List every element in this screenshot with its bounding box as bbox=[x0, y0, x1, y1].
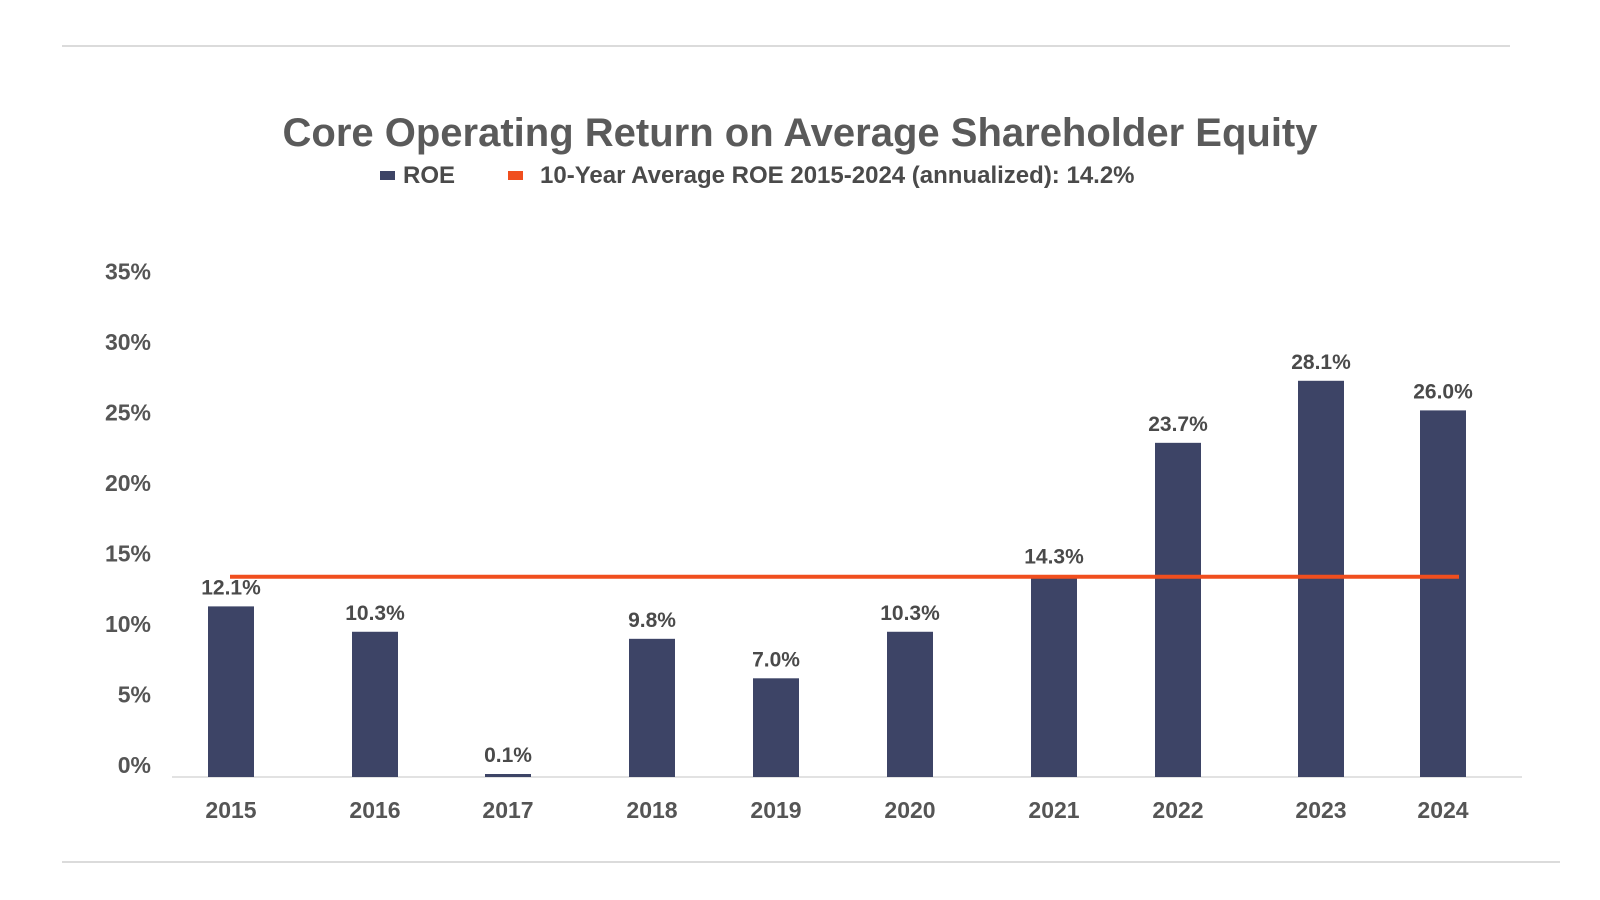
y-tick-label: 10% bbox=[105, 611, 151, 637]
x-tick-label-2017: 2017 bbox=[482, 797, 533, 823]
data-label-2018: 9.8% bbox=[628, 609, 676, 632]
data-label-2017: 0.1% bbox=[484, 744, 532, 767]
x-tick-label-2019: 2019 bbox=[750, 797, 801, 823]
bar-2020 bbox=[887, 631, 933, 777]
legend-swatch-average bbox=[508, 171, 523, 180]
legend-swatch-roe bbox=[380, 171, 395, 180]
legend-label-roe: ROE bbox=[403, 162, 455, 189]
bar-2023 bbox=[1298, 380, 1344, 777]
y-tick-label: 30% bbox=[105, 329, 151, 355]
y-tick-label: 5% bbox=[118, 682, 151, 708]
y-tick-label: 25% bbox=[105, 400, 151, 426]
x-tick-label-2015: 2015 bbox=[205, 797, 256, 823]
data-label-2022: 23.7% bbox=[1148, 413, 1208, 436]
bar-2015 bbox=[208, 606, 254, 777]
x-tick-label-2022: 2022 bbox=[1152, 797, 1203, 823]
y-tick-label: 20% bbox=[105, 470, 151, 496]
bar-data-labels: 12.1% 10.3% 0.1% 9.8% 7.0% 10.3% 14.3% 23.7% 28.… bbox=[201, 351, 1473, 767]
x-tick-label-2016: 2016 bbox=[349, 797, 400, 823]
legend: ROE 10-Year Average ROE 2015-2024 (annua… bbox=[380, 162, 1135, 189]
bar-2024 bbox=[1420, 410, 1466, 777]
data-label-2019: 7.0% bbox=[752, 648, 800, 671]
data-label-2021: 14.3% bbox=[1024, 545, 1084, 568]
bar-2022 bbox=[1155, 442, 1201, 777]
bar-2019 bbox=[753, 678, 799, 777]
bar-2018 bbox=[629, 638, 675, 777]
legend-label-average: 10-Year Average ROE 2015-2024 (annualize… bbox=[540, 162, 1135, 189]
bars bbox=[208, 380, 1466, 777]
data-label-2015: 12.1% bbox=[201, 576, 261, 599]
bar-2021 bbox=[1031, 575, 1077, 777]
data-label-2016: 10.3% bbox=[345, 602, 405, 625]
chart-title: Core Operating Return on Average Shareho… bbox=[283, 111, 1319, 155]
bar-2016 bbox=[352, 631, 398, 777]
x-tick-label-2023: 2023 bbox=[1295, 797, 1346, 823]
x-axis: 2015 2016 2017 2018 2019 2020 2021 2022 2023 2024 bbox=[205, 797, 1468, 823]
data-label-2023: 28.1% bbox=[1291, 351, 1351, 374]
y-tick-label: 15% bbox=[105, 541, 151, 567]
bar-2017 bbox=[485, 774, 531, 777]
y-tick-label: 35% bbox=[105, 259, 151, 285]
data-label-2024: 26.0% bbox=[1413, 380, 1473, 403]
x-tick-label-2024: 2024 bbox=[1417, 797, 1468, 823]
y-tick-label: 0% bbox=[118, 752, 151, 778]
x-tick-label-2021: 2021 bbox=[1028, 797, 1079, 823]
x-tick-label-2020: 2020 bbox=[884, 797, 935, 823]
data-label-2020: 10.3% bbox=[880, 602, 940, 625]
x-tick-label-2018: 2018 bbox=[626, 797, 677, 823]
